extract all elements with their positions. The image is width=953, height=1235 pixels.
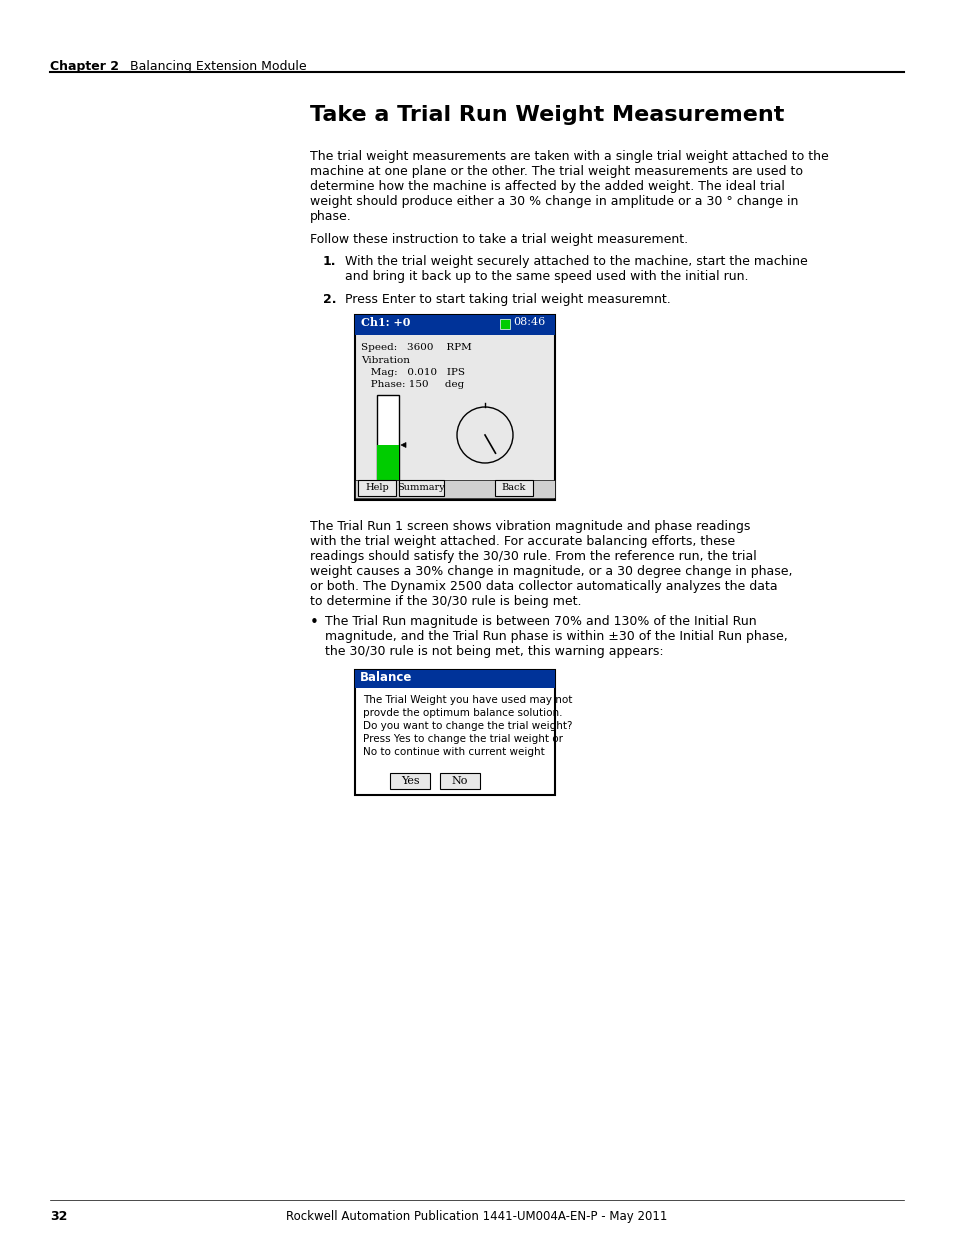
Text: Help: Help [365,483,389,493]
Bar [398,480,443,496]
Text: 1.: 1. [323,254,336,268]
Text: Summary: Summary [397,483,445,493]
Text: Follow these instruction to take a trial weight measurement.: Follow these instruction to take a trial… [310,233,687,246]
Text: Phase: 150     deg: Phase: 150 deg [360,380,464,389]
Text: 2.: 2. [323,293,336,306]
Bar [355,671,555,688]
Text: Speed:   3600    RPM: Speed: 3600 RPM [360,343,471,352]
Text: No to continue with current weight: No to continue with current weight [363,747,544,757]
Text: weight should produce either a 30 % change in amplitude or a 30 ° change in: weight should produce either a 30 % chan… [310,195,798,207]
Text: Ch1: +0: Ch1: +0 [360,317,410,329]
Text: the 30/30 rule is not being met, this warning appears:: the 30/30 rule is not being met, this wa… [325,645,663,658]
Bar [499,319,510,329]
Text: magnitude, and the Trial Run phase is within ±30 of the Initial Run phase,: magnitude, and the Trial Run phase is wi… [325,630,787,643]
Text: 08:46: 08:46 [513,317,545,327]
Bar [355,315,555,335]
Bar [355,315,555,500]
Text: to determine if the 30/30 rule is being met.: to determine if the 30/30 rule is being … [310,595,581,608]
Text: Press Yes to change the trial weight or: Press Yes to change the trial weight or [363,734,562,743]
Text: determine how the machine is affected by the added weight. The ideal trial: determine how the machine is affected by… [310,180,784,193]
Bar [355,480,555,498]
Text: The trial weight measurements are taken with a single trial weight attached to t: The trial weight measurements are taken … [310,149,828,163]
Text: With the trial weight securely attached to the machine, start the machine: With the trial weight securely attached … [345,254,807,268]
Text: readings should satisfy the 30/30 rule. From the reference run, the trial: readings should satisfy the 30/30 rule. … [310,550,756,563]
Text: and bring it back up to the same speed used with the initial run.: and bring it back up to the same speed u… [345,270,748,283]
Text: Do you want to change the trial weight?: Do you want to change the trial weight? [363,721,572,731]
Text: •: • [310,615,318,630]
Text: weight causes a 30% change in magnitude, or a 30 degree change in phase,: weight causes a 30% change in magnitude,… [310,564,792,578]
Text: Back: Back [501,483,526,493]
Text: Yes: Yes [400,776,419,785]
Text: 32: 32 [50,1210,68,1223]
Bar [376,445,398,480]
Text: phase.: phase. [310,210,352,224]
Text: Vibration: Vibration [360,356,410,366]
Text: Balance: Balance [359,671,412,684]
Text: or both. The Dynamix 2500 data collector automatically analyzes the data: or both. The Dynamix 2500 data collector… [310,580,777,593]
Text: The Trial Run magnitude is between 70% and 130% of the Initial Run: The Trial Run magnitude is between 70% a… [325,615,756,629]
Bar [495,480,533,496]
Text: Press Enter to start taking trial weight measuremnt.: Press Enter to start taking trial weight… [345,293,670,306]
Text: Balancing Extension Module: Balancing Extension Module [130,61,306,73]
Text: machine at one plane or the other. The trial weight measurements are used to: machine at one plane or the other. The t… [310,165,802,178]
Text: Mag:   0.010   IPS: Mag: 0.010 IPS [360,368,464,377]
Bar [390,773,430,789]
Text: Chapter 2: Chapter 2 [50,61,119,73]
Text: with the trial weight attached. For accurate balancing efforts, these: with the trial weight attached. For accu… [310,535,735,548]
Text: The Trial Run 1 screen shows vibration magnitude and phase readings: The Trial Run 1 screen shows vibration m… [310,520,750,534]
Text: No: No [452,776,468,785]
Text: Rockwell Automation Publication 1441-UM004A-EN-P - May 2011: Rockwell Automation Publication 1441-UM0… [286,1210,667,1223]
Bar [355,671,555,795]
Bar [357,480,395,496]
Text: provde the optimum balance solution.: provde the optimum balance solution. [363,708,562,718]
Bar [439,773,479,789]
Text: The Trial Weight you have used may not: The Trial Weight you have used may not [363,695,572,705]
Bar [376,395,398,480]
Polygon shape [400,442,406,447]
Text: Take a Trial Run Weight Measurement: Take a Trial Run Weight Measurement [310,105,783,125]
